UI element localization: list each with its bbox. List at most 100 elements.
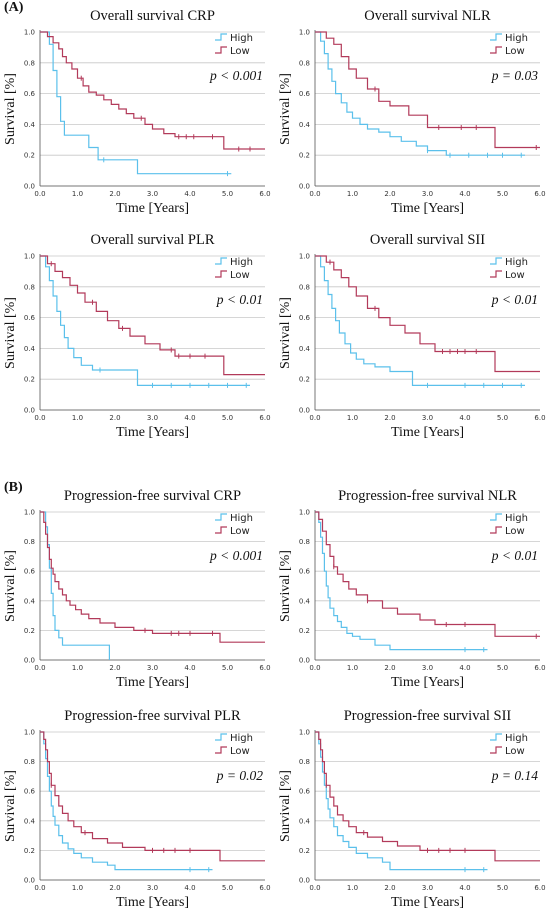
x-tick-label: 3.0 <box>147 884 158 892</box>
y-tick-label: 0.2 <box>299 376 310 384</box>
y-tick-label: 0.6 <box>24 314 36 322</box>
x-tick-label: 3.0 <box>147 664 158 672</box>
x-tick-label: 0.0 <box>34 190 45 198</box>
x-tick-label: 6.0 <box>534 414 545 422</box>
x-tick-label: 0.0 <box>309 884 320 892</box>
legend-swatch-low <box>490 270 502 278</box>
y-tick-label: 1.0 <box>24 29 35 37</box>
panel-label-a: (A) <box>4 0 24 15</box>
x-tick-label: 4.0 <box>459 884 470 892</box>
y-tick-label: 1.0 <box>299 29 310 37</box>
x-tick-label: 1.0 <box>347 884 358 892</box>
series-line-low <box>315 255 540 373</box>
p-value-annotation: p < 0.01 <box>491 548 538 563</box>
x-tick-label: 0.0 <box>34 414 45 422</box>
x-tick-label: 2.0 <box>109 190 120 198</box>
x-tick-label: 2.0 <box>384 884 395 892</box>
y-tick-label: 0.2 <box>299 847 310 855</box>
y-tick-label: 0.8 <box>24 538 35 546</box>
x-tick-label: 3.0 <box>422 884 433 892</box>
y-tick-label: 0.4 <box>24 817 36 825</box>
chart-overall-survival-crp: Overall survival CRP 0.0 0.2 0.4 0.6 0.8 1.0 0.… <box>0 0 275 224</box>
x-tick-label: 6.0 <box>259 664 270 672</box>
x-tick-label: 5.0 <box>222 664 233 672</box>
y-tick-label: 0.8 <box>299 758 310 766</box>
x-tick-label: 5.0 <box>497 414 508 422</box>
x-tick-label: 5.0 <box>497 190 508 198</box>
x-tick-label: 4.0 <box>184 884 195 892</box>
y-tick-label: 0.2 <box>24 152 35 160</box>
legend-label: High <box>505 513 528 524</box>
x-axis-label: Time [Years] <box>116 675 189 690</box>
legend-label: Low <box>505 526 525 537</box>
y-tick-label: 0.4 <box>299 597 311 605</box>
x-axis-label: Time [Years] <box>116 895 189 910</box>
chart-title: Overall survival SII <box>370 232 485 248</box>
legend-label: High <box>505 733 528 744</box>
x-tick-label: 2.0 <box>109 664 120 672</box>
series-line-low <box>315 31 540 149</box>
y-tick-label: 0.8 <box>24 283 35 291</box>
p-value-annotation: p = 0.03 <box>491 68 538 83</box>
chart-svg: Progression-free survival CRP 0.0 0.2 0.4 0.… <box>3 488 271 690</box>
y-axis-label: Survival [%] <box>278 550 293 622</box>
x-tick-label: 2.0 <box>384 664 395 672</box>
legend-label: High <box>505 257 528 268</box>
series-line-high <box>315 31 525 156</box>
legend-swatch-high <box>215 33 227 41</box>
legend-label: Low <box>505 46 525 57</box>
series-line-high <box>40 731 213 871</box>
x-tick-label: 0.0 <box>309 414 320 422</box>
legend-swatch-high <box>215 513 227 521</box>
x-tick-label: 4.0 <box>459 190 470 198</box>
chart-title: Progression-free survival SII <box>344 708 512 724</box>
x-tick-label: 3.0 <box>422 414 433 422</box>
y-axis-label: Survival [%] <box>3 73 18 145</box>
x-axis-label: Time [Years] <box>391 201 464 216</box>
y-tick-label: 0.0 <box>24 657 35 665</box>
x-tick-label: 1.0 <box>72 414 83 422</box>
x-tick-label: 4.0 <box>459 664 470 672</box>
y-axis-label: Survival [%] <box>278 770 293 842</box>
y-tick-label: 0.2 <box>24 376 35 384</box>
y-axis-label: Survival [%] <box>278 297 293 369</box>
legend-swatch-low <box>490 46 502 54</box>
y-tick-label: 0.0 <box>24 183 35 191</box>
legend-label: High <box>230 513 253 524</box>
chart-pfs-plr: Progression-free survival PLR 0.0 0.2 0.4 0.… <box>0 700 275 918</box>
chart-overall-survival-nlr: Overall survival NLR 0.0 0.2 0.4 0.6 0.8 1.0 0.… <box>275 0 550 224</box>
x-axis-label: Time [Years] <box>391 675 464 690</box>
series-line-low <box>40 255 265 376</box>
y-tick-label: 0.8 <box>299 59 310 67</box>
y-tick-label: 0.4 <box>24 121 36 129</box>
chart-title: Progression-free survival CRP <box>64 488 241 504</box>
chart-pfs-crp: Progression-free survival CRP 0.0 0.2 0.4 0.… <box>0 480 275 698</box>
series-line-high <box>315 511 488 651</box>
x-tick-label: 2.0 <box>109 414 120 422</box>
x-tick-label: 6.0 <box>259 884 270 892</box>
x-tick-label: 5.0 <box>497 884 508 892</box>
y-axis-label: Survival [%] <box>278 73 293 145</box>
y-tick-label: 1.0 <box>299 253 310 261</box>
x-tick-label: 5.0 <box>497 664 508 672</box>
legend-swatch-high <box>490 513 502 521</box>
legend-swatch-low <box>490 526 502 534</box>
x-tick-label: 6.0 <box>259 414 270 422</box>
chart-title: Progression-free survival PLR <box>64 708 241 724</box>
y-tick-label: 0.0 <box>299 657 310 665</box>
legend-label: Low <box>505 746 525 757</box>
legend-swatch-low <box>215 526 227 534</box>
y-tick-label: 0.6 <box>24 568 36 576</box>
y-tick-label: 0.6 <box>299 90 311 98</box>
legend-swatch-low <box>215 46 227 54</box>
chart-svg: Progression-free survival NLR 0.0 0.2 0.4 0.… <box>278 488 546 690</box>
legend-swatch-high <box>490 33 502 41</box>
y-tick-label: 0.8 <box>24 59 35 67</box>
legend-swatch-low <box>490 746 502 754</box>
x-tick-label: 1.0 <box>347 190 358 198</box>
x-tick-label: 1.0 <box>347 664 358 672</box>
x-tick-label: 3.0 <box>422 664 433 672</box>
y-tick-label: 0.6 <box>299 314 311 322</box>
x-tick-label: 5.0 <box>222 190 233 198</box>
x-tick-label: 1.0 <box>347 414 358 422</box>
